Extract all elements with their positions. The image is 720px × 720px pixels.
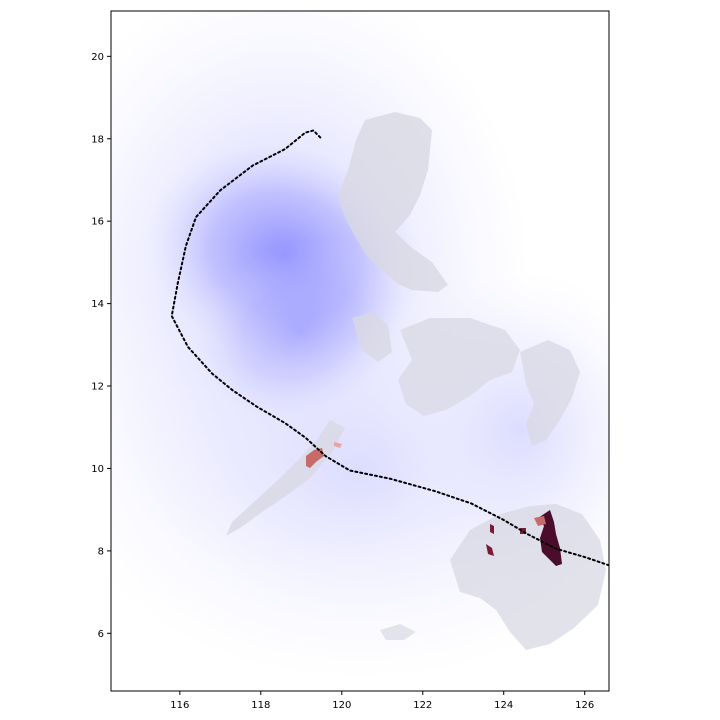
impact-region-palawan-north — [334, 442, 342, 448]
x-tick-label: 126 — [575, 700, 594, 711]
y-axis: 6 8 10 12 14 16 18 20 — [91, 52, 111, 640]
landmass-sulu-islands — [380, 624, 416, 640]
x-tick-label: 120 — [332, 700, 351, 711]
landmass-visayas — [398, 318, 520, 416]
x-tick-label: 118 — [251, 700, 270, 711]
x-axis: 116 118 120 122 124 126 — [170, 691, 594, 711]
x-tick-label: 122 — [413, 700, 432, 711]
y-tick-label: 14 — [91, 299, 104, 310]
x-tick-label: 124 — [494, 700, 513, 711]
x-tick-label: 116 — [170, 700, 189, 711]
landmass-palawan — [226, 420, 345, 536]
y-tick-label: 10 — [91, 464, 104, 475]
storm-track-layer — [170, 129, 609, 567]
y-tick-label: 8 — [98, 546, 104, 557]
y-tick-label: 18 — [91, 134, 104, 145]
plot-area — [110, 10, 610, 692]
impact-region-mindanao-southwest — [486, 544, 494, 556]
land-layer — [226, 112, 606, 650]
y-tick-label: 16 — [91, 217, 104, 228]
storm-track-line — [170, 129, 609, 567]
landmass-samar-leyte — [520, 340, 580, 446]
landmass-luzon — [338, 112, 448, 292]
impact-region-palawan — [306, 448, 324, 468]
y-tick-label: 20 — [91, 52, 104, 63]
plot-frame — [110, 10, 610, 692]
impact-region-mindanao-east-2 — [534, 516, 546, 526]
impact-layer — [306, 442, 562, 566]
wind-field-core-lobe — [194, 240, 406, 420]
y-tick-label: 6 — [98, 629, 104, 640]
landmass-mindoro — [352, 312, 392, 362]
landmass-mindanao — [450, 504, 606, 650]
impact-region-mindanao-west — [490, 524, 494, 534]
y-tick-label: 12 — [91, 382, 104, 393]
